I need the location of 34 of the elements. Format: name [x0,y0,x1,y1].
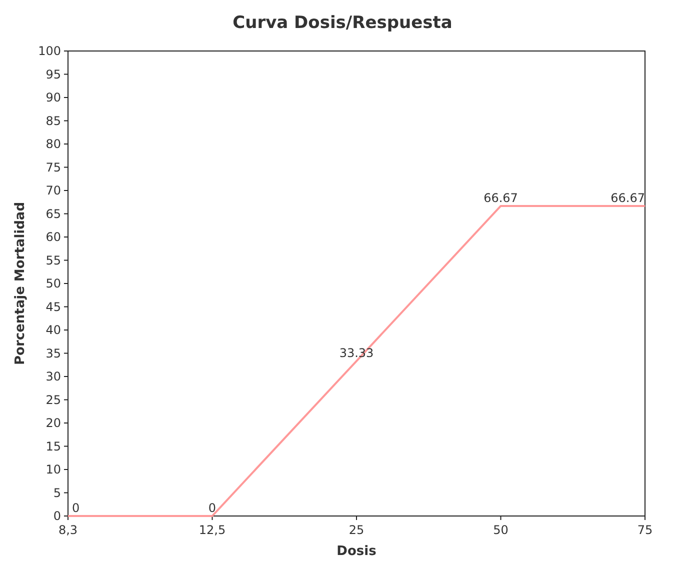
y-tick-label: 100 [38,44,61,58]
y-tick-label: 70 [46,184,61,198]
y-tick-label: 50 [46,276,61,291]
y-tick-label: 20 [46,416,61,430]
data-label: 66.67 [610,190,645,205]
y-axis-title: Porcentaje Mortalidad [13,202,28,365]
y-tick-label: 10 [46,462,61,477]
chart-title: Curva Dosis/Respuesta [232,13,452,33]
x-tick-label: 12,5 [198,523,226,537]
y-tick-label: 25 [46,392,61,407]
y-tick-label: 0 [53,509,61,524]
y-tick-label: 75 [46,160,61,174]
data-label: 66.67 [484,190,518,205]
x-axis-title: Dosis [336,544,377,559]
x-tick-label: 50 [493,523,508,537]
data-label: 0 [208,501,216,515]
y-tick-label: 95 [46,67,61,82]
y-tick-label: 65 [46,206,61,221]
y-tick-label: 80 [46,137,61,152]
y-tick-label: 30 [46,370,61,384]
y-tick-label: 15 [46,439,61,454]
data-label: 0 [72,501,80,515]
data-label: 33.33 [339,346,374,360]
y-tick-label: 45 [46,300,61,314]
y-tick-label: 90 [46,90,61,105]
y-tick-label: 35 [46,346,61,360]
y-tick-label: 85 [46,114,61,128]
y-tick-label: 5 [53,486,61,500]
y-tick-label: 60 [46,230,61,244]
y-tick-label: 55 [46,253,61,268]
x-tick-label: 8,3 [58,523,78,537]
x-tick-label: 25 [348,523,364,537]
y-tick-label: 40 [46,323,61,338]
x-tick-label: 75 [637,523,653,537]
